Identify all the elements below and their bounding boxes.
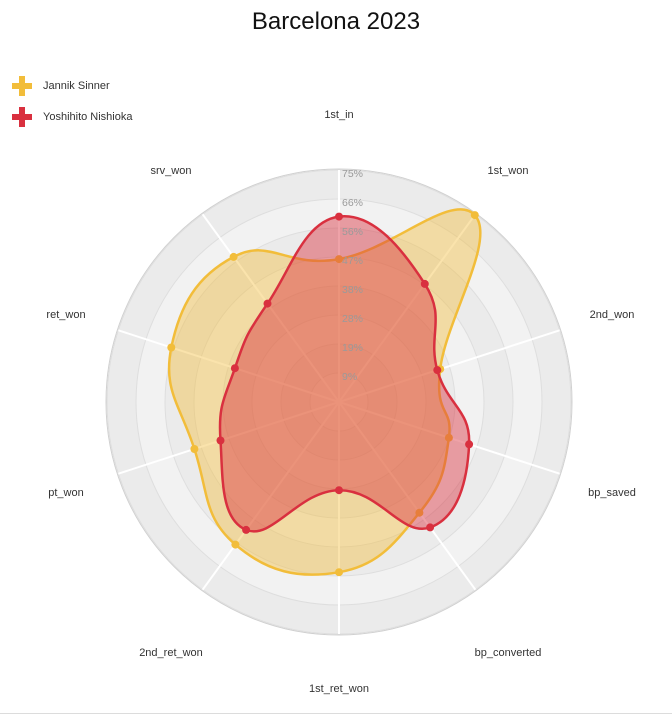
data-point-bp_saved	[465, 440, 474, 449]
data-point-1st_ret_won	[335, 486, 343, 495]
axis-label-1st_in: 1st_in	[324, 109, 353, 121]
data-point-1st_ret_won	[335, 568, 343, 577]
series-yoshihito-nishioka	[216, 212, 474, 534]
axis-label-pt_won: pt_won	[48, 487, 83, 499]
radar-spoke	[338, 213, 477, 403]
legend-item-yoshihito-nishioka[interactable]: Yoshihito Nishioka	[12, 107, 132, 127]
radar-spoke	[201, 401, 340, 591]
legend: Jannik Sinner Yoshihito Nishioka	[12, 76, 132, 138]
data-point-1st_in	[335, 212, 343, 221]
axis-label-srv_won: srv_won	[151, 165, 192, 177]
series-layer	[167, 208, 482, 577]
axis-label-ret_won: ret_won	[46, 309, 85, 321]
series-area	[218, 215, 471, 533]
radar-spoke	[118, 329, 340, 403]
tick-label: 47%	[342, 255, 363, 267]
axis-labels: 1st_in 1st_won 2nd_won bp_saved bp_converted…	[46, 109, 635, 695]
legend-marker-shape	[12, 107, 32, 127]
axis-label-bp_saved: bp_saved	[588, 487, 636, 499]
outer-ring	[105, 168, 573, 636]
data-point-bp_saved	[444, 433, 453, 442]
data-point-2nd_ret_won	[242, 525, 251, 534]
plus-marker-icon	[12, 76, 32, 96]
chart-title: Barcelona 2023	[251, 8, 421, 35]
tick-labels: 9% 19% 28% 38% 47% 56% 66% 75%	[342, 168, 363, 383]
legend-item-jannik-sinner[interactable]: Jannik Sinner	[12, 76, 132, 96]
radar-spoke	[338, 401, 477, 591]
axis-label-1st_won: 1st_won	[488, 165, 529, 177]
radar-spoke	[118, 401, 340, 475]
tick-label: 9%	[342, 371, 357, 383]
tick-label: 28%	[342, 313, 363, 325]
legend-label: Jannik Sinner	[43, 80, 110, 92]
bottom-divider	[0, 713, 672, 714]
radar-spoke	[201, 213, 340, 403]
axis-label-bp_converted: bp_converted	[475, 647, 542, 659]
data-point-1st_won	[470, 211, 479, 220]
data-point-pt_won	[190, 445, 199, 453]
tick-label: 66%	[342, 197, 363, 209]
tick-label: 75%	[342, 168, 363, 180]
series-area	[167, 208, 482, 576]
data-point-bp_converted	[415, 508, 424, 517]
legend-marker-shape	[12, 76, 32, 96]
data-point-srv_won	[263, 299, 272, 308]
data-point-1st_won	[420, 279, 429, 288]
data-point-srv_won	[229, 252, 238, 261]
radar-spokes	[118, 170, 560, 634]
data-point-pt_won	[216, 436, 225, 445]
data-point-1st_in	[335, 255, 343, 264]
tick-label: 19%	[342, 342, 363, 354]
data-point-ret_won	[167, 343, 176, 352]
series-jannik-sinner	[167, 208, 482, 577]
axis-label-1st_ret_won: 1st_ret_won	[309, 683, 369, 695]
axis-label-2nd_ret_won: 2nd_ret_won	[139, 647, 203, 659]
data-point-2nd_ret_won	[231, 540, 240, 549]
data-point-bp_converted	[426, 523, 435, 532]
axis-label-2nd_won: 2nd_won	[590, 309, 635, 321]
tick-label: 56%	[342, 226, 363, 238]
legend-label: Yoshihito Nishioka	[43, 111, 133, 123]
plus-marker-icon	[12, 107, 32, 127]
data-point-2nd_won	[433, 366, 442, 375]
data-point-ret_won	[230, 364, 239, 373]
tick-label: 38%	[342, 284, 363, 296]
radar-spoke	[338, 329, 560, 403]
